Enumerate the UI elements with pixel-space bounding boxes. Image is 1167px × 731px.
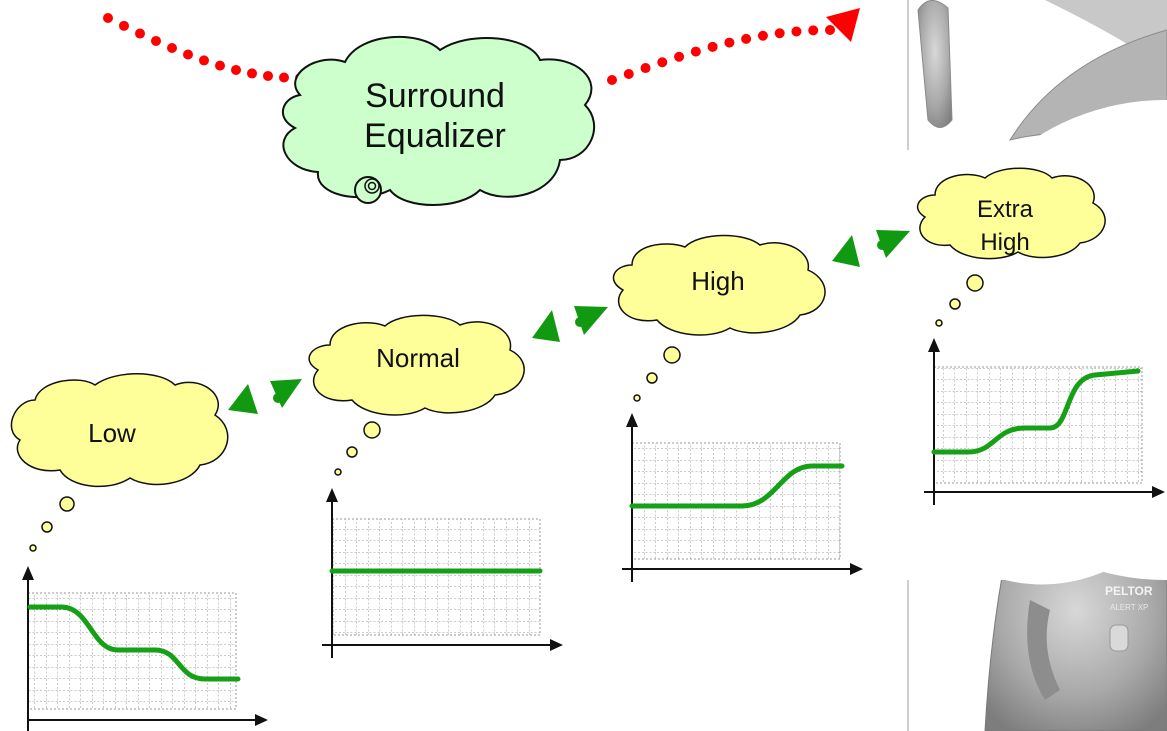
red-dot: [791, 26, 802, 37]
green-arrows: [228, 230, 910, 414]
cloud-low: Low: [10, 373, 229, 552]
red-dot: [199, 55, 209, 66]
chart-high-grid: [631, 442, 841, 560]
red-dot: [151, 35, 161, 46]
chart-high: [622, 413, 863, 582]
red-dot: [103, 13, 113, 23]
red-dot: [808, 25, 819, 36]
chart-normal-grid: [331, 518, 541, 636]
headset-image: PELTOR ALERT XP: [907, 0, 1167, 731]
surround-label-line1: Surround: [365, 77, 505, 115]
red-dot: [263, 70, 273, 81]
arrow-high-extra: [832, 230, 910, 267]
arrow-normal-high: [532, 306, 608, 342]
red-dot: [640, 63, 651, 74]
cloud-normal-label: Normal: [376, 343, 460, 373]
red-dot: [674, 51, 685, 62]
cloud-extra-label-line1: Extra: [977, 196, 1034, 223]
red-dot: [757, 30, 768, 41]
chart-low-curve: [27, 604, 241, 682]
red-dot: [167, 43, 177, 53]
red-dot: [724, 37, 735, 48]
red-dot: [741, 33, 752, 44]
chart-extra-grid: [933, 366, 1143, 484]
cloud-normal: Normal: [308, 314, 525, 476]
headset-band: [1045, 0, 1167, 80]
red-dot: [607, 75, 617, 85]
red-dot: [825, 25, 835, 35]
chart-normal: [322, 488, 563, 658]
red-dot: [119, 20, 129, 31]
cloud-high: High: [612, 234, 826, 402]
red-dot: [707, 41, 718, 52]
headset-button: [1109, 624, 1129, 652]
red-dot: [135, 28, 145, 39]
red-dot: [183, 49, 193, 60]
red-dot: [279, 72, 289, 83]
red-dot: [215, 60, 225, 71]
chart-extra-curve: [931, 368, 1141, 455]
surround-equalizer-cloud: Surround Equalizer: [282, 35, 596, 206]
red-dot: [774, 28, 785, 39]
cloud-extra-high: Extra High: [916, 167, 1106, 327]
microphone-boom: [917, 0, 953, 128]
surround-label-line2: Equalizer: [364, 117, 506, 155]
cloud-extra-label-line2: High: [980, 229, 1029, 256]
chart-high-curve: [629, 463, 845, 509]
chart-low: [22, 566, 268, 731]
red-dot: [623, 68, 634, 79]
headset-brand: PELTOR: [1105, 584, 1153, 598]
arrow-low-normal: [228, 379, 302, 414]
red-dot: [247, 68, 257, 79]
red-dot: [231, 64, 241, 75]
cloud-low-label: Low: [88, 418, 136, 448]
cloud-high-label: High: [691, 266, 744, 296]
red-dot: [690, 46, 701, 57]
red-arrow-head-2: [826, 8, 860, 42]
headset-model: ALERT XP: [1110, 603, 1148, 612]
red-dot: [657, 57, 668, 68]
chart-extra-high: [924, 338, 1165, 505]
